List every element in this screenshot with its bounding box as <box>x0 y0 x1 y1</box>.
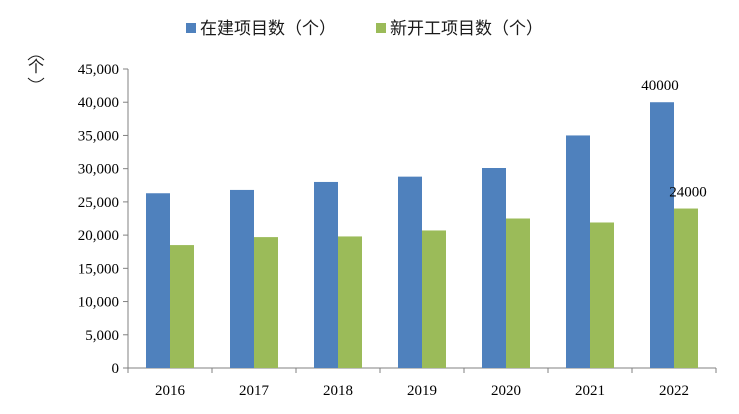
y-axis-unit: 个 <box>27 55 45 83</box>
bar-under-construction-2021 <box>566 135 590 368</box>
y-tick-label: 20,000 <box>78 228 119 244</box>
bar-under-construction-2022 <box>650 102 674 368</box>
bar-newly-started-2021 <box>590 222 614 368</box>
x-tick-label: 2019 <box>407 383 437 399</box>
y-tick-label: 35,000 <box>78 128 119 144</box>
x-tick-label: 2017 <box>239 383 270 399</box>
data-label: 40000 <box>641 78 679 94</box>
x-tick-label: 2021 <box>575 383 605 399</box>
data-label: 24000 <box>669 185 707 201</box>
bar-under-construction-2018 <box>314 181 338 368</box>
bar-under-construction-2019 <box>398 176 422 368</box>
y-tick-label: 10,000 <box>78 295 119 311</box>
bar-newly-started-2022 <box>674 208 698 368</box>
x-tick-label: 2016 <box>155 383 186 399</box>
data-labels: 40000 24000 <box>641 78 707 200</box>
legend-label: 新开工项目数（个） <box>390 19 543 39</box>
x-tick-label: 2018 <box>323 383 353 399</box>
unit-paren-top <box>27 55 45 61</box>
bars <box>146 102 698 368</box>
bar-newly-started-2019 <box>422 230 446 368</box>
legend-swatch <box>376 23 386 33</box>
bar-newly-started-2020 <box>506 218 530 368</box>
y-tick-label: 5,000 <box>85 328 119 344</box>
legend-label: 在建项目数（个） <box>200 19 336 39</box>
y-tick-label: 0 <box>112 361 120 377</box>
y-tick-label: 40,000 <box>78 95 119 111</box>
y-axis: 0 5,000 10,000 15,000 20,000 25,000 30,000 35,0… <box>78 62 129 377</box>
bar-newly-started-2018 <box>338 236 362 368</box>
unit-paren-bottom <box>27 77 45 83</box>
bar-under-construction-2020 <box>482 168 506 368</box>
bar-newly-started-2017 <box>254 237 278 368</box>
bar-under-construction-2016 <box>146 193 170 368</box>
x-tick-label: 2022 <box>659 383 689 399</box>
bar-newly-started-2016 <box>170 245 194 368</box>
legend-swatch <box>186 23 196 33</box>
y-tick-label: 15,000 <box>78 261 119 277</box>
y-tick-label: 45,000 <box>78 62 119 78</box>
x-tick-label: 2020 <box>491 383 521 399</box>
legend: 在建项目数（个） 新开工项目数（个） <box>186 19 543 39</box>
bar-under-construction-2017 <box>230 189 254 368</box>
y-unit-label: 个 <box>28 57 44 76</box>
x-axis: 2016 2017 2018 2019 2020 2021 2022 <box>127 367 717 399</box>
y-tick-label: 25,000 <box>78 195 119 211</box>
y-tick-label: 30,000 <box>78 162 119 178</box>
